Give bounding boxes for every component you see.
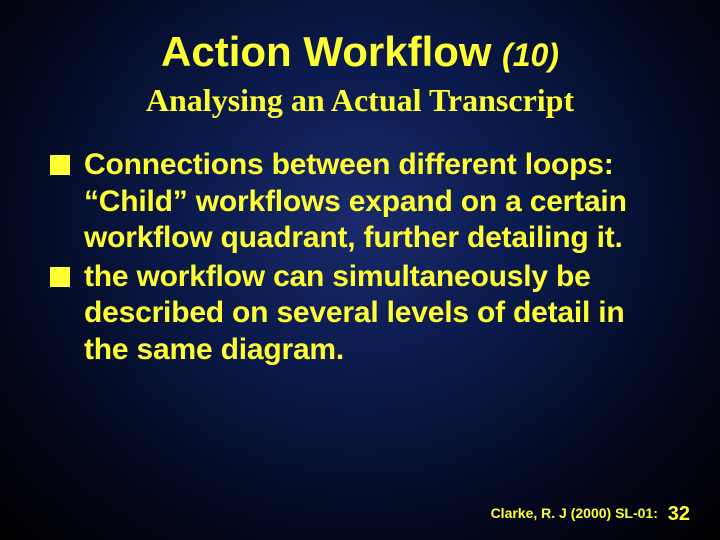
title-main: Action Workflow — [161, 28, 492, 75]
title-suffix: (10) — [502, 37, 559, 73]
footer: Clarke, R. J (2000) SL-01: 32 — [491, 503, 690, 526]
footer-citation: Clarke, R. J (2000) SL-01: — [491, 505, 658, 521]
slide: Action Workflow (10) Analysing an Actual… — [0, 0, 720, 540]
title-block: Action Workflow (10) Analysing an Actual… — [48, 28, 672, 119]
bullet-item: the workflow can simultaneously be descr… — [48, 259, 672, 369]
subtitle: Analysing an Actual Transcript — [48, 82, 672, 119]
bullet-item: Connections between different loops: “Ch… — [48, 147, 672, 257]
page-number: 32 — [668, 503, 690, 525]
bullet-list: Connections between different loops: “Ch… — [48, 147, 672, 369]
title-line: Action Workflow (10) — [48, 28, 672, 76]
